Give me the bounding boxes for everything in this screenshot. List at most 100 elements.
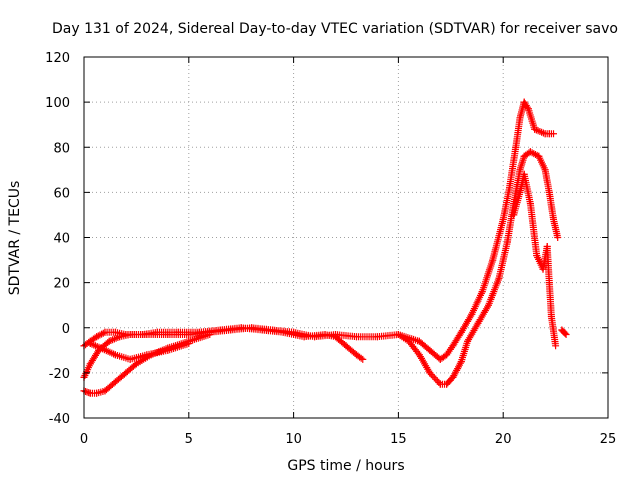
x-tick-label: 20 (495, 432, 512, 447)
data-point (533, 252, 541, 260)
axis-ticks: 0 5 10 15 20 25 -40 -20 0 20 40 60 80 100 120 (45, 51, 616, 447)
data-point (554, 234, 562, 241)
x-tick-label: 15 (390, 432, 407, 447)
data-point (443, 351, 451, 359)
data-point (394, 331, 402, 339)
series-track-1 (80, 98, 558, 363)
data-point (132, 360, 140, 368)
data-point (216, 326, 224, 334)
data-point (495, 274, 503, 282)
data-point (526, 200, 534, 208)
data-point (111, 328, 119, 336)
data-point (449, 373, 457, 381)
y-tick-label: 20 (53, 277, 70, 292)
data-point (164, 346, 172, 354)
series-trace (510, 170, 559, 348)
data-point (126, 331, 134, 339)
data-point (185, 340, 193, 348)
data-point (485, 301, 493, 309)
data-point (321, 331, 329, 339)
x-axis-title: GPS time / hours (287, 458, 404, 474)
x-tick-label: 10 (285, 432, 302, 447)
data-point (457, 328, 465, 336)
data-point (541, 166, 549, 174)
data-point (516, 114, 524, 122)
data-point (143, 351, 151, 359)
data-point (520, 170, 528, 178)
data-point (505, 184, 513, 192)
series-track-5 (394, 148, 562, 388)
data-point (258, 326, 266, 334)
data-point (474, 319, 482, 327)
data-point (464, 337, 472, 345)
data-point (126, 355, 134, 363)
y-tick-label: 40 (53, 232, 70, 247)
data-point (426, 369, 434, 377)
y-tick-label: 80 (53, 141, 70, 156)
data-point (139, 331, 147, 339)
data-point (526, 148, 534, 156)
y-axis-title: SDTVAR / TECUs (7, 181, 23, 296)
data-point (405, 337, 413, 345)
data-point (547, 312, 555, 320)
data-point (342, 342, 350, 350)
data-point (86, 360, 94, 368)
y-tick-label: 0 (62, 322, 70, 337)
data-point (449, 342, 457, 350)
y-tick-label: -40 (49, 412, 70, 427)
data-point (499, 215, 507, 223)
data-point (359, 355, 367, 363)
data-point (111, 351, 119, 359)
data-point (111, 378, 119, 386)
y-tick-label: 100 (45, 96, 70, 111)
x-tick-label: 0 (80, 432, 88, 447)
data-point (426, 346, 434, 354)
data-point (545, 279, 553, 287)
data-point (97, 344, 105, 352)
data-point (543, 243, 551, 251)
data-point (520, 98, 528, 106)
y-tick-label: 120 (45, 51, 70, 66)
data-point (550, 215, 558, 223)
data-point (436, 380, 444, 388)
y-tick-label: 60 (53, 186, 70, 201)
data-point (512, 143, 520, 151)
data-point (503, 238, 511, 246)
data-point (93, 333, 101, 341)
data-point (478, 288, 486, 296)
data-point (101, 387, 109, 395)
data-point (86, 340, 94, 348)
chart-title: Day 131 of 2024, Sidereal Day-to-day VTE… (52, 21, 618, 37)
data-point (116, 333, 124, 341)
series-track-4 (86, 340, 193, 363)
data-point (524, 105, 532, 113)
data-point (352, 333, 360, 341)
data-point (332, 333, 340, 341)
data-point (415, 351, 423, 359)
data-point (520, 152, 528, 160)
data-point (352, 351, 360, 359)
data-point (552, 342, 560, 350)
data-point (93, 389, 101, 397)
data-point (516, 188, 524, 196)
series-trace (86, 340, 191, 363)
y-tick-label: -20 (49, 367, 70, 382)
data-point (122, 369, 130, 377)
data-point (510, 211, 518, 219)
data-point (457, 358, 465, 366)
data-point (516, 166, 524, 174)
data-point (545, 188, 553, 196)
x-tick-label: 5 (185, 432, 193, 447)
data-point (105, 337, 113, 345)
data-point (550, 130, 558, 138)
data-point (443, 380, 451, 388)
data-point (86, 389, 94, 397)
data-point (489, 256, 497, 264)
data-point (153, 328, 161, 336)
data-point (206, 331, 214, 339)
data-point (279, 328, 287, 336)
series-track-6 (510, 170, 560, 350)
data-point (468, 310, 476, 318)
data-point (300, 333, 308, 341)
